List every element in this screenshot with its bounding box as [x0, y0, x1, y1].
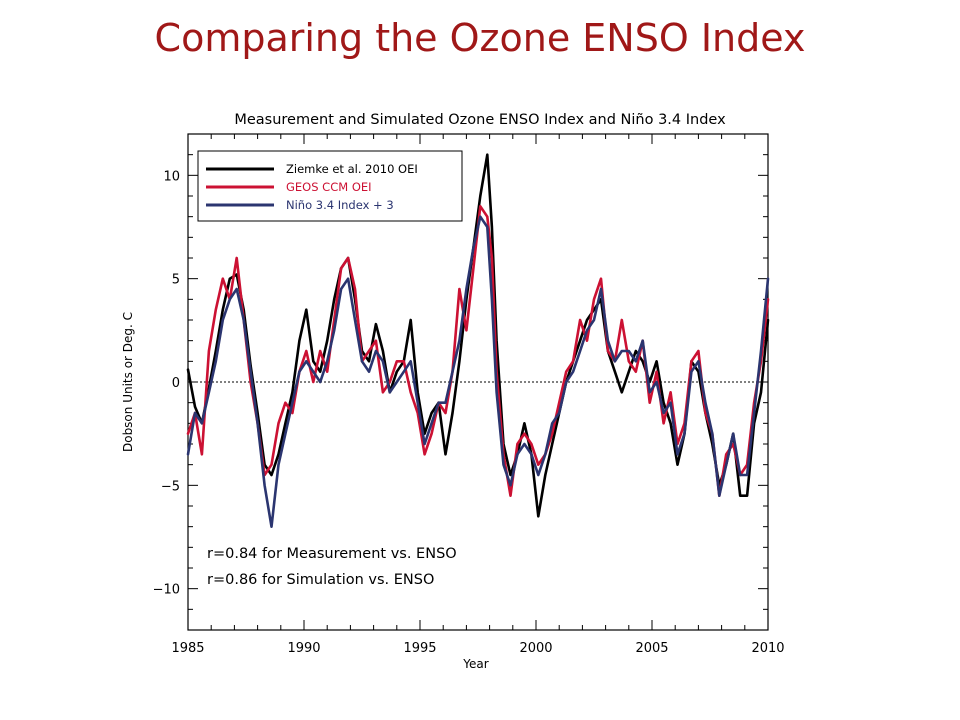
- series-line-2: [186, 205, 770, 498]
- y-tick-label: 5: [172, 273, 180, 288]
- x-tick-label: 1985: [171, 641, 204, 656]
- correlation-annotation-2: r=0.86 for Simulation vs. ENSO: [207, 572, 434, 588]
- y-tick-label: 0: [172, 376, 180, 391]
- legend-label-1: Ziemke et al. 2010 OEI: [286, 162, 418, 176]
- x-tick-label: 2000: [519, 641, 552, 656]
- x-tick-label: 1995: [403, 641, 436, 656]
- series-line-1: [186, 153, 770, 518]
- slide-title: Comparing the Ozone ENSO Index: [154, 16, 806, 60]
- chart-title: Measurement and Simulated Ozone ENSO Ind…: [234, 112, 726, 128]
- legend-label-3: Niño 3.4 Index + 3: [286, 198, 394, 212]
- correlation-annotation-1: r=0.84 for Measurement vs. ENSO: [207, 546, 457, 562]
- legend-label-2: GEOS CCM OEI: [286, 180, 372, 194]
- series-line-3: [186, 215, 770, 529]
- series-layer: [186, 153, 770, 529]
- x-axis-label: Year: [462, 657, 488, 671]
- y-axis-label: Dobson Units or Deg. C: [121, 312, 135, 452]
- x-tick-label: 1990: [287, 641, 320, 656]
- x-tick-label: 2005: [635, 641, 668, 656]
- x-tick-label: 2010: [751, 641, 784, 656]
- y-tick-label: 10: [163, 169, 180, 184]
- y-tick-label: −10: [153, 583, 180, 598]
- y-tick-label: −5: [161, 479, 180, 494]
- legend: Ziemke et al. 2010 OEI GEOS CCM OEI Niño 3…: [197, 150, 463, 222]
